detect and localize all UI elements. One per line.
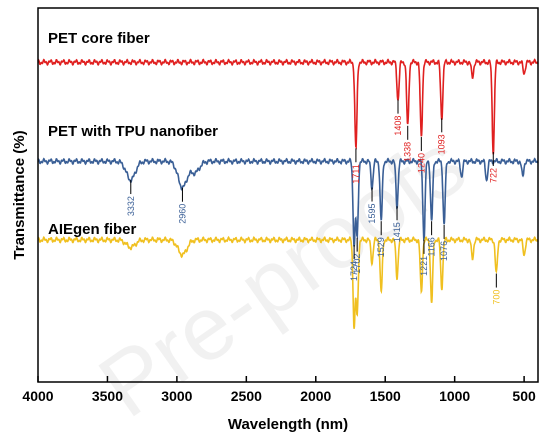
series-line-0 [37, 58, 539, 155]
x-axis-ticks: 4000 3500 3000 2500 2000 1500 1000 500 [22, 376, 536, 404]
x-tick-label-500: 500 [512, 388, 536, 404]
series-labels: PET core fiber PET with TPU nanofiber AIEg… [48, 30, 218, 238]
y-axis-title: Transmittance (%) [11, 130, 28, 259]
curves [37, 58, 539, 329]
peak-label-0-1408: 1408 [393, 116, 403, 136]
peak-label-0-722: 722 [488, 168, 498, 183]
x-tick-label-3000: 3000 [161, 388, 192, 404]
x-tick-label-3500: 3500 [92, 388, 123, 404]
series-label-2: AIEgen fiber [48, 221, 137, 238]
x-tick-label-1500: 1500 [370, 388, 401, 404]
x-tick-label-2500: 2500 [231, 388, 262, 404]
series-label-1: PET with TPU nanofiber [48, 123, 218, 140]
x-tick-label-4000: 4000 [22, 388, 53, 404]
peak-label-2-700: 700 [491, 290, 501, 305]
peak-label-1-1415: 1415 [392, 222, 402, 242]
peak-label-1-1529: 1529 [376, 237, 386, 257]
peak-label-0-1711: 1711 [351, 164, 361, 183]
peak-label-0-1338: 1338 [403, 142, 413, 162]
peak-label-1-1702: 1702 [352, 254, 362, 274]
peak-label-1-2960: 2960 [177, 204, 187, 224]
peak-label-1-1076: 1076 [439, 241, 449, 261]
series-line-1 [37, 157, 539, 247]
peak-label-1-1724: 1724 [349, 261, 359, 281]
x-axis-title: Wavelength (nm) [228, 416, 348, 433]
peak-label-0-1240: 1240 [416, 153, 426, 173]
x-tick-label-1000: 1000 [439, 388, 470, 404]
peak-label-0-1093: 1093 [437, 134, 447, 154]
peak-label-1-1595: 1595 [367, 204, 377, 224]
peak-label-1-3332: 3332 [126, 196, 136, 216]
series-line-2 [37, 235, 539, 329]
peak-label-1-1166: 1166 [427, 237, 437, 256]
peak-label-1-1221: 1221 [419, 256, 429, 276]
series-label-0: PET core fiber [48, 30, 150, 47]
x-tick-label-2000: 2000 [300, 388, 331, 404]
plot-frame [37, 7, 539, 383]
